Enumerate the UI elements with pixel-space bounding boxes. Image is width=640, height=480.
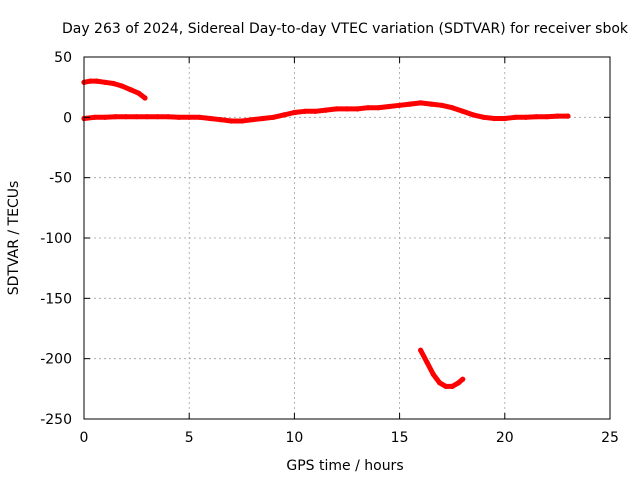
data-point bbox=[455, 380, 462, 386]
data-point bbox=[207, 115, 213, 122]
data-point bbox=[470, 112, 476, 118]
axis-ticks bbox=[83, 56, 611, 420]
data-point bbox=[437, 380, 443, 386]
y-tick-label: -100 bbox=[40, 231, 72, 247]
data-point bbox=[386, 103, 392, 110]
data-point bbox=[281, 112, 287, 118]
data-point bbox=[110, 80, 117, 87]
data-point bbox=[344, 106, 350, 112]
data-point bbox=[333, 106, 340, 112]
data-point bbox=[94, 78, 100, 84]
data-point bbox=[197, 114, 203, 120]
data-point bbox=[239, 118, 245, 124]
data-point bbox=[418, 100, 424, 106]
data-point bbox=[291, 109, 297, 116]
data-point bbox=[428, 101, 434, 107]
data-point bbox=[424, 359, 430, 365]
y-tick-label: 0 bbox=[63, 110, 72, 126]
data-point bbox=[127, 87, 133, 93]
series-lower-arc bbox=[418, 347, 466, 389]
data-point bbox=[418, 347, 424, 353]
data-point bbox=[439, 102, 445, 108]
data-point bbox=[312, 108, 318, 114]
x-tick-label: 20 bbox=[496, 430, 514, 446]
chart-title: Day 263 of 2024, Sidereal Day-to-day VTE… bbox=[62, 21, 629, 37]
data-point bbox=[134, 114, 140, 120]
data-series bbox=[81, 78, 571, 389]
data-point bbox=[449, 383, 455, 389]
data-point bbox=[397, 102, 403, 108]
y-tick-label: 50 bbox=[54, 50, 72, 66]
data-point bbox=[449, 105, 455, 111]
data-point bbox=[102, 79, 108, 85]
data-point bbox=[113, 114, 119, 120]
data-point bbox=[523, 114, 529, 120]
data-point bbox=[512, 114, 518, 120]
data-point bbox=[218, 117, 224, 123]
data-point bbox=[123, 114, 129, 120]
data-point bbox=[87, 78, 93, 84]
data-point bbox=[460, 108, 466, 114]
data-point bbox=[119, 83, 125, 89]
data-point bbox=[260, 115, 266, 122]
data-point bbox=[376, 105, 382, 111]
data-point bbox=[186, 114, 192, 120]
data-point bbox=[155, 114, 161, 120]
data-point bbox=[176, 114, 182, 120]
y-tick-label: -150 bbox=[40, 291, 72, 307]
data-point bbox=[302, 108, 308, 114]
data-point bbox=[491, 115, 497, 122]
data-point bbox=[460, 376, 466, 382]
x-tick-label: 25 bbox=[601, 430, 619, 446]
data-point bbox=[228, 118, 234, 124]
x-tick-labels: 0 5 10 15 20 25 bbox=[80, 430, 619, 446]
data-point bbox=[554, 113, 561, 119]
data-point bbox=[144, 114, 150, 120]
x-tick-label: 10 bbox=[285, 430, 303, 446]
data-point bbox=[544, 114, 550, 120]
data-point bbox=[443, 383, 449, 389]
data-point bbox=[91, 114, 98, 120]
data-point bbox=[533, 114, 540, 120]
data-point bbox=[502, 115, 508, 122]
data-point bbox=[565, 113, 571, 119]
y-tick-labels: -250 -200 -150 -100 -50 0 50 bbox=[40, 50, 72, 428]
data-point bbox=[323, 107, 329, 113]
y-tick-label: -250 bbox=[40, 412, 72, 428]
data-point bbox=[249, 117, 255, 123]
data-point bbox=[365, 105, 371, 111]
data-point bbox=[354, 106, 361, 112]
x-tick-label: 15 bbox=[391, 430, 409, 446]
data-point bbox=[102, 114, 108, 120]
x-tick-label: 5 bbox=[185, 430, 194, 446]
x-axis-label: GPS time / hours bbox=[286, 458, 403, 474]
y-axis-label: SDTVAR / TECUs bbox=[6, 181, 22, 296]
data-point bbox=[407, 101, 413, 107]
y-tick-label: -50 bbox=[49, 171, 72, 187]
data-point bbox=[430, 371, 436, 377]
data-point bbox=[165, 114, 171, 120]
x-tick-label: 0 bbox=[80, 430, 89, 446]
data-point bbox=[136, 90, 142, 96]
y-tick-label: -200 bbox=[40, 352, 72, 368]
data-point bbox=[481, 114, 487, 120]
data-point bbox=[142, 95, 148, 101]
data-point bbox=[270, 114, 276, 120]
